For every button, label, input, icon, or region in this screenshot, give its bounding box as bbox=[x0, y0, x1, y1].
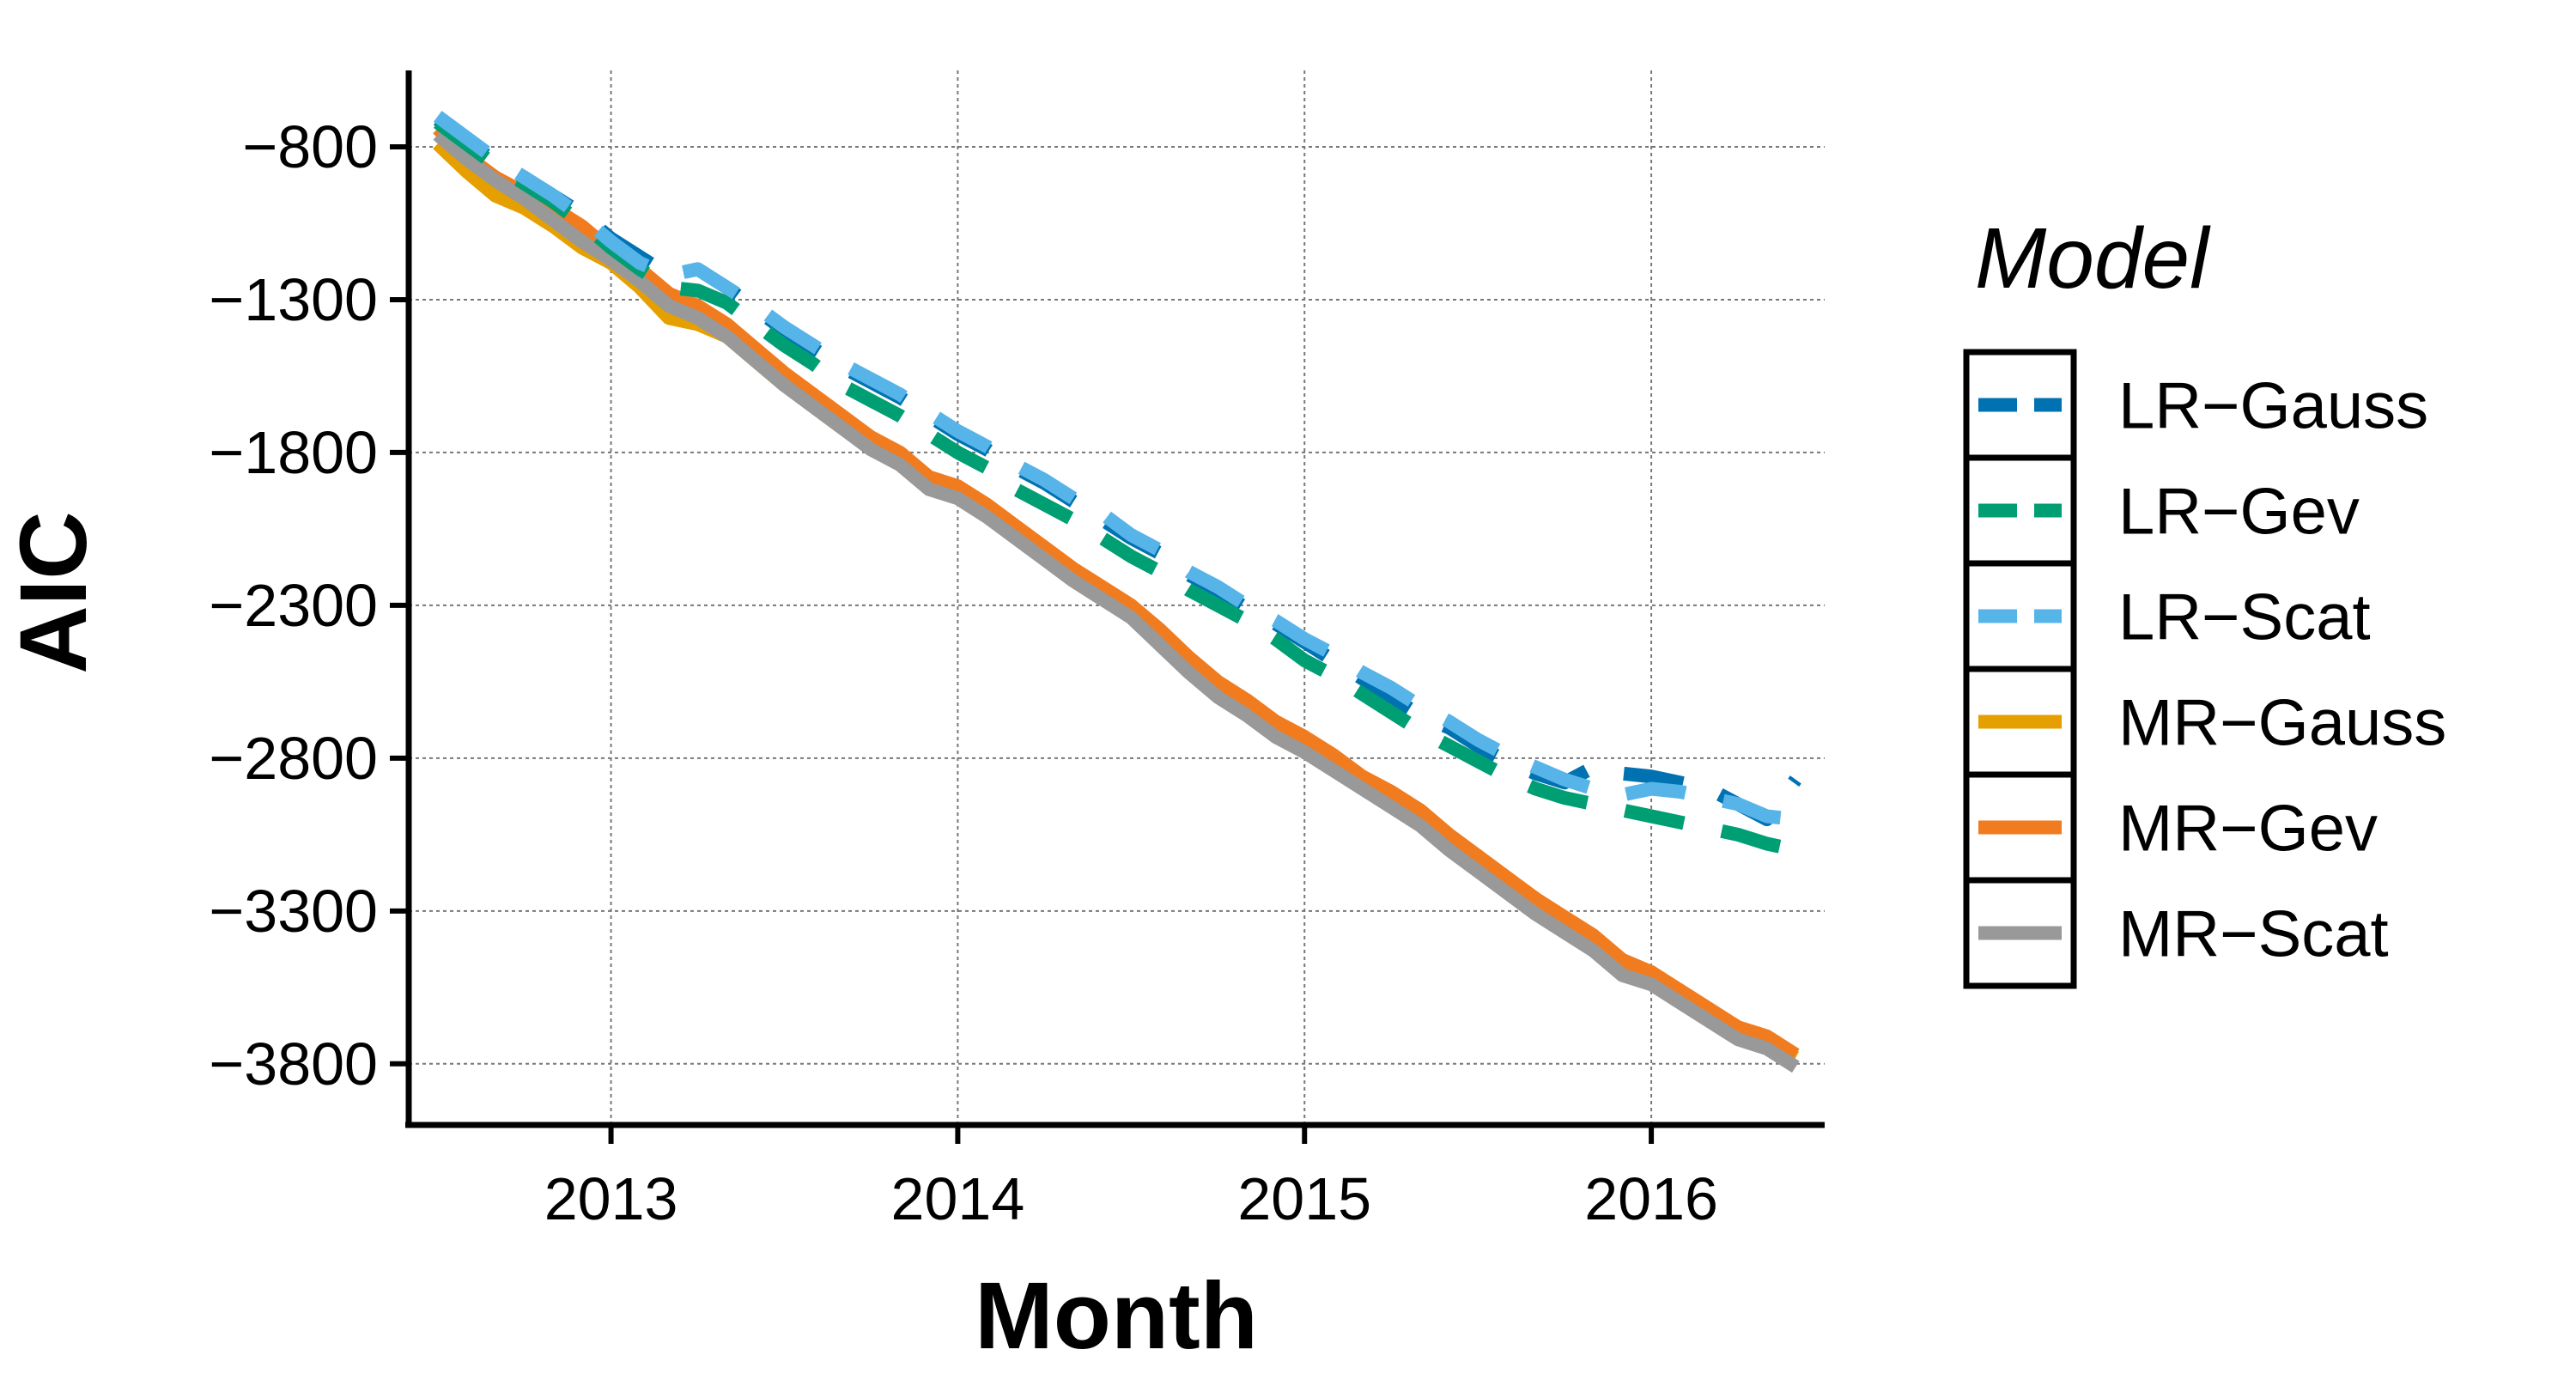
legend-label: LR−Scat bbox=[2118, 581, 2371, 654]
y-tick-label: −2800 bbox=[209, 725, 378, 792]
y-axis-title: AIC bbox=[1, 511, 106, 673]
series-lines bbox=[433, 110, 1801, 1073]
x-tick-label: 2015 bbox=[1237, 1165, 1371, 1232]
legend-items: LR−Gauss LR−Gev LR−Scat MR−Gauss MR−Gev MR−Sc… bbox=[1963, 349, 2446, 989]
x-tick-label: 2016 bbox=[1584, 1165, 1718, 1232]
y-tick-label: −2300 bbox=[209, 572, 378, 639]
legend-label: MR−Gauss bbox=[2118, 687, 2446, 760]
axes bbox=[405, 70, 1825, 1128]
series-line-6 bbox=[433, 129, 1800, 1073]
legend-label: LR−Gev bbox=[2118, 476, 2360, 549]
x-axis-title: Month bbox=[975, 1263, 1258, 1369]
x-tick-label: 2014 bbox=[891, 1165, 1025, 1232]
legend-label: LR−Gauss bbox=[2118, 370, 2428, 443]
y-tick-label: −3300 bbox=[209, 878, 378, 945]
y-tick-label: −1800 bbox=[209, 419, 378, 486]
legend-label: MR−Gev bbox=[2118, 793, 2378, 866]
legend: Model LR−Gauss LR−Gev LR−Scat MR−Gauss MR−Ge… bbox=[1963, 210, 2446, 989]
series-line-1 bbox=[433, 113, 1801, 827]
y-tick-label: −1300 bbox=[209, 266, 378, 333]
y-tick-label: −3800 bbox=[209, 1030, 378, 1097]
y-ticks: −800 −1300 −1800 −2300 −2800 −3300 −3800 bbox=[209, 113, 409, 1097]
series-line-2 bbox=[433, 117, 1797, 857]
y-tick-label: −800 bbox=[242, 113, 378, 180]
x-tick-label: 2013 bbox=[544, 1165, 678, 1232]
x-ticks: 2013 2014 2015 2016 bbox=[544, 1125, 1718, 1232]
series-line-5 bbox=[433, 123, 1800, 1061]
series-line-3 bbox=[433, 110, 1797, 827]
legend-label: MR−Scat bbox=[2118, 898, 2389, 971]
legend-title: Model bbox=[1975, 210, 2211, 307]
